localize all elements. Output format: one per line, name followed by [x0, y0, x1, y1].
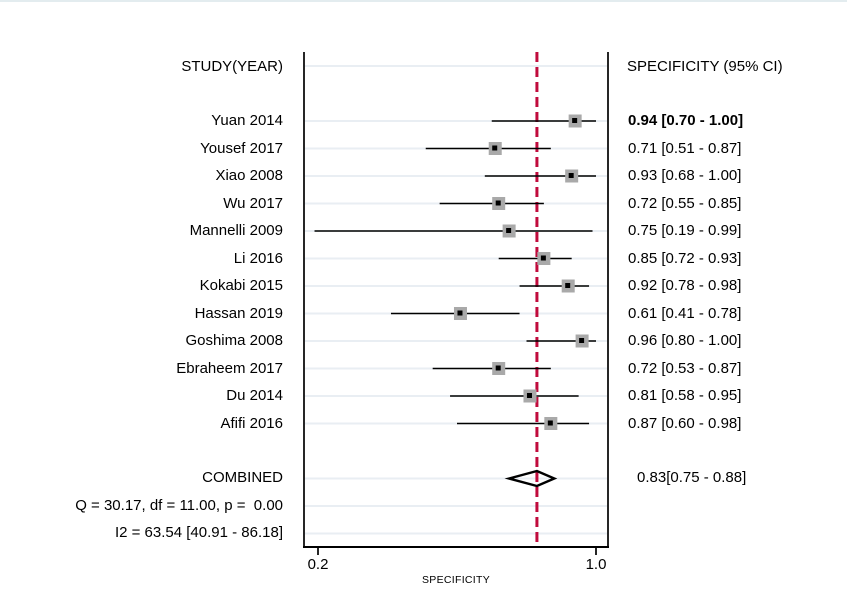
study-ci-value: 0.96 [0.80 - 1.00] [628, 332, 742, 349]
study-label: Goshima 2008 [185, 332, 283, 349]
study-label: Ebraheem 2017 [176, 359, 283, 377]
study-label: Kokabi 2015 [199, 277, 283, 294]
estimate-marker-dot [540, 255, 546, 261]
study-ci-value: 0.93 [0.68 - 1.00] [628, 167, 742, 184]
study-ci-value: 0.87 [0.60 - 0.98] [628, 414, 742, 432]
heterogeneity-q-stat: Q = 30.17, df = 11.00, p = 0.00 [75, 497, 283, 514]
study-ci-value: 0.71 [0.51 - 0.87] [628, 139, 742, 157]
estimate-marker-dot [506, 228, 512, 233]
ci-column-header: SPECIFICITY (95% CI) [627, 58, 783, 75]
study-ci-value: 0.75 [0.19 - 0.99] [628, 222, 742, 239]
study-label: Mannelli 2009 [189, 222, 283, 239]
study-ci-value: 0.85 [0.72 - 0.93] [628, 249, 742, 267]
estimate-marker-dot [526, 393, 532, 398]
x-tick-label-right: 1.0 [585, 556, 607, 573]
study-label: Afifi 2016 [220, 414, 283, 432]
study-label: Yuan 2014 [211, 112, 283, 129]
combined-value: 0.83[0.75 - 0.88] [637, 469, 747, 486]
study-label: Yousef 2017 [200, 139, 283, 157]
estimate-marker-dot [495, 200, 501, 206]
study-ci-value: 0.94 [0.70 - 1.00] [628, 112, 744, 129]
estimate-marker-dot [572, 118, 578, 123]
estimate-marker-dot [492, 145, 498, 151]
combined-diamond [504, 469, 558, 488]
study-ci-value: 0.72 [0.55 - 0.85] [628, 194, 742, 212]
combined-label: COMBINED [202, 469, 283, 486]
study-column-header: STUDY(YEAR) [181, 58, 283, 75]
estimate-marker-dot [579, 338, 585, 343]
study-label: Hassan 2019 [194, 304, 283, 322]
x-tick-label-left: 0.2 [307, 556, 329, 573]
study-ci-value: 0.81 [0.58 - 0.95] [628, 387, 742, 404]
estimate-marker-dot [565, 283, 571, 288]
estimate-marker-dot [568, 173, 574, 178]
study-ci-value: 0.72 [0.53 - 0.87] [628, 359, 742, 377]
study-label: Wu 2017 [223, 194, 283, 212]
top-border-line [0, 0, 847, 2]
estimate-marker-dot [457, 310, 463, 316]
study-label: Xiao 2008 [215, 167, 283, 184]
x-axis-title: SPECIFICITY [421, 574, 491, 586]
heterogeneity-i2-stat: I2 = 63.54 [40.91 - 86.18] [114, 524, 283, 541]
study-ci-value: 0.61 [0.41 - 0.78] [628, 304, 742, 322]
study-label: Du 2014 [226, 387, 283, 404]
study-label: Li 2016 [233, 249, 283, 267]
study-ci-value: 0.92 [0.78 - 0.98] [628, 277, 742, 294]
estimate-marker-dot [495, 365, 501, 371]
estimate-marker-dot [547, 420, 553, 426]
